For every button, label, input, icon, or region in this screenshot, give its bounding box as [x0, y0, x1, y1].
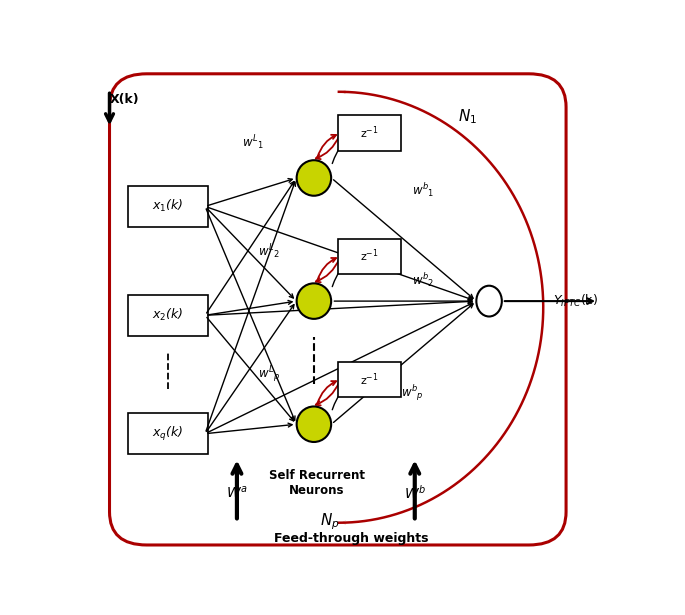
Text: $w^b{}_p$: $w^b{}_p$	[401, 384, 423, 403]
Text: $N_1$: $N_1$	[458, 107, 477, 126]
Text: $w^L{}_2$: $w^L{}_2$	[258, 242, 279, 261]
Text: x$_q$(k): x$_q$(k)	[152, 425, 184, 443]
FancyBboxPatch shape	[338, 362, 401, 397]
Ellipse shape	[297, 284, 331, 319]
FancyBboxPatch shape	[338, 239, 401, 274]
Text: $N_p$: $N_p$	[320, 511, 340, 531]
Text: Feed-through weights: Feed-through weights	[274, 532, 428, 545]
FancyBboxPatch shape	[128, 186, 208, 227]
Text: z$^{-1}$: z$^{-1}$	[360, 248, 379, 264]
Text: $Y_{IFTC}$(k): $Y_{IFTC}$(k)	[553, 293, 598, 309]
Text: $W^b$: $W^b$	[403, 484, 426, 502]
Text: $W^a$: $W^a$	[226, 485, 248, 501]
Text: x$_1$(k): x$_1$(k)	[152, 199, 184, 215]
Text: $w^b{}_2$: $w^b{}_2$	[412, 271, 434, 289]
Text: z$^{-1}$: z$^{-1}$	[360, 371, 379, 387]
FancyBboxPatch shape	[128, 413, 208, 454]
Text: $w^L{}_p$: $w^L{}_p$	[258, 364, 280, 385]
Text: X(k): X(k)	[110, 93, 139, 106]
Ellipse shape	[297, 161, 331, 196]
Text: Self Recurrent
Neurons: Self Recurrent Neurons	[269, 469, 364, 498]
Text: $w^L{}_1$: $w^L{}_1$	[242, 133, 264, 152]
Text: x$_2$(k): x$_2$(k)	[152, 308, 184, 323]
Text: z$^{-1}$: z$^{-1}$	[360, 125, 379, 141]
FancyBboxPatch shape	[128, 295, 208, 336]
FancyBboxPatch shape	[338, 116, 401, 151]
Ellipse shape	[297, 407, 331, 442]
Text: $w^b{}_1$: $w^b{}_1$	[412, 181, 434, 199]
Ellipse shape	[476, 286, 502, 317]
